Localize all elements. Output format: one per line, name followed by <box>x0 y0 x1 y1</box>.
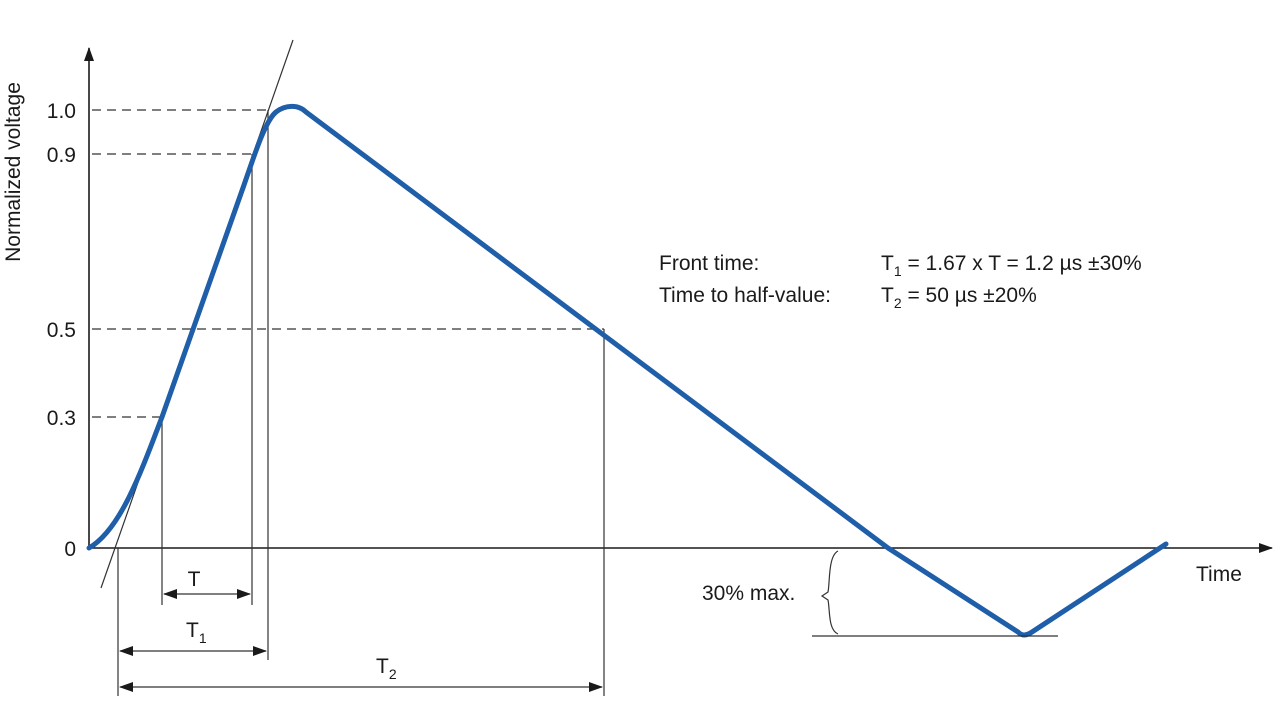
label-T1: T1 <box>186 619 207 646</box>
y-tick-0-3: 0.3 <box>47 407 76 430</box>
x-axis-label: Time <box>1196 563 1242 586</box>
half-formula-sub: 2 <box>894 295 902 311</box>
half-value-formula: T2 = 50 µs ±20% <box>881 284 1037 311</box>
half-formula-rest: = 50 µs ±20% <box>902 284 1037 307</box>
undershoot-brace <box>820 550 839 635</box>
front-time-formula: T1 = 1.67 x T = 1.2 µs ±30% <box>881 252 1142 279</box>
label-T2-base: T <box>376 655 389 678</box>
y-tick-0: 0 <box>64 538 76 561</box>
y-axis-label: Normalized voltage <box>2 82 25 262</box>
half-formula-prefix: T <box>881 284 894 307</box>
y-tick-0-9: 0.9 <box>47 144 76 167</box>
label-T1-sub: 1 <box>199 630 207 646</box>
front-time-label: Front time: <box>659 252 759 275</box>
y-tick-0-5: 0.5 <box>47 319 76 342</box>
label-T1-base: T <box>186 619 199 642</box>
impulse-waveform <box>86 103 1169 638</box>
front-formula-sub: 1 <box>894 263 902 279</box>
label-T: T <box>188 568 201 591</box>
half-value-label: Time to half-value: <box>659 284 831 307</box>
front-formula-rest: = 1.67 x T = 1.2 µs ±30% <box>902 252 1142 275</box>
y-tick-1-0: 1.0 <box>47 100 76 123</box>
front-formula-prefix: T <box>881 252 894 275</box>
label-T2-sub: 2 <box>389 666 397 682</box>
label-T2: T2 <box>376 655 397 682</box>
undershoot-label: 30% max. <box>702 582 795 605</box>
